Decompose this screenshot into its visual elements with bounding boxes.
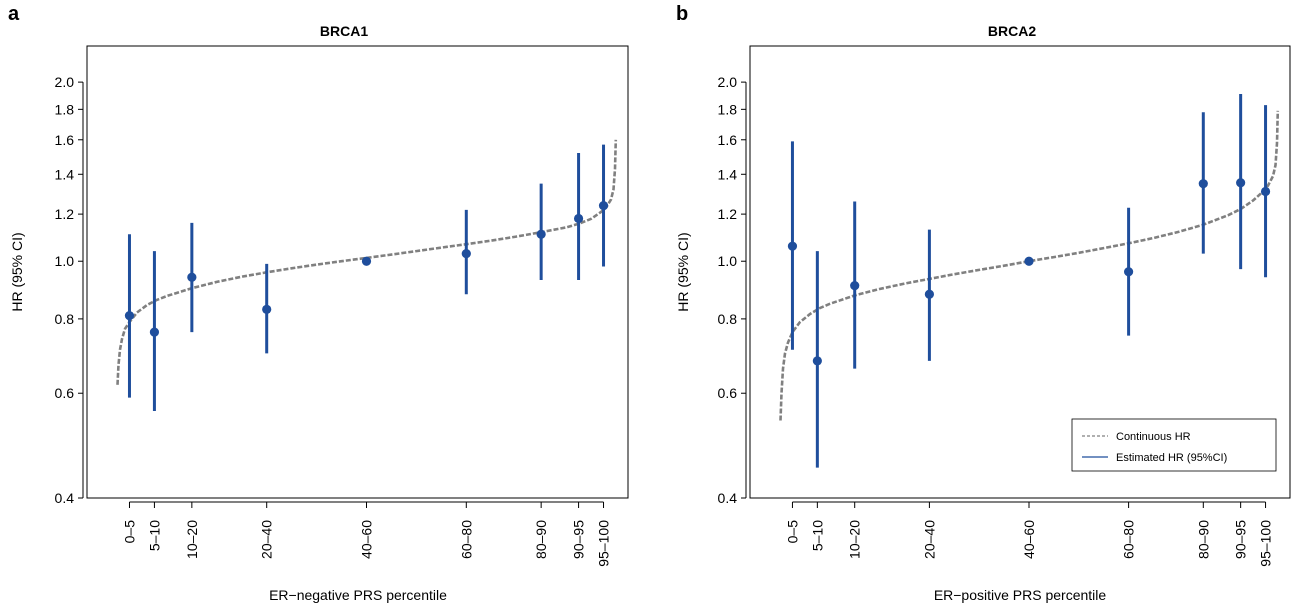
y-tick-label-brca2: 1.2: [718, 206, 738, 222]
x-axis-brca2: 0–5 5–10 10–20 20–40 40–60 60–80 80–90 90–95 95–…: [784, 501, 1274, 567]
plot-frame-brca2: [749, 45, 1291, 499]
hr-point-brca1: [262, 304, 272, 314]
x-tick-label-brca2: 5–10: [809, 520, 825, 551]
x-tick-label-brca1: 60–80: [458, 520, 474, 559]
x-tick-label-brca1: 80–90: [533, 520, 549, 559]
continuous-hr-line-brca2: [779, 110, 1280, 421]
y-tick-label-brca2: 1.0: [718, 253, 738, 269]
legend-box: [1071, 418, 1277, 472]
x-tick-label-brca1: 90–95: [571, 520, 587, 559]
legend-entry-continuous: Continuous HR: [1116, 431, 1191, 443]
y-axis-label-brca2: HR (95% CI): [675, 232, 691, 311]
panel-brca2: b BRCA2 0.4 0.6 0.8 1.0 1.2 1.4 1.6 1.8 2.0 0–5 5…: [675, 3, 1291, 603]
x-tick-label-brca2: 0–5: [784, 520, 800, 544]
panel-brca1: a BRCA1 0.4 0.6 0.8 1.0 1.2 1.4 1.6 1.8 2.0 0–5 5…: [8, 3, 629, 603]
hr-point-brca1: [187, 272, 197, 282]
y-tick-label-brca1: 1.2: [55, 206, 75, 222]
x-tick-label-brca2: 40–60: [1021, 520, 1037, 559]
x-tick-label-brca2: 90–95: [1233, 520, 1249, 559]
y-tick-label-brca1: 0.4: [55, 490, 75, 506]
x-tick-label-brca2: 20–40: [921, 520, 937, 559]
y-axis-brca1: 0.4 0.6 0.8 1.0 1.2 1.4 1.6 1.8 2.0: [55, 74, 84, 506]
hr-point-brca2: [1198, 179, 1208, 189]
panel-label-a: a: [8, 3, 20, 25]
hr-point-brca2: [1024, 256, 1034, 266]
y-tick-label-brca1: 0.8: [55, 311, 75, 327]
y-tick-label-brca1: 2.0: [55, 74, 75, 90]
y-tick-label-brca2: 0.6: [718, 385, 738, 401]
estimated-hr-markers-brca2: [787, 94, 1271, 468]
x-tick-label-brca2: 10–20: [847, 520, 863, 559]
hr-point-brca1: [149, 327, 160, 337]
hr-point-brca1: [361, 256, 372, 266]
x-tick-label-brca1: 20–40: [259, 520, 275, 559]
y-tick-label-brca2: 1.4: [718, 166, 738, 182]
x-tick-label-brca1: 10–20: [184, 520, 200, 559]
x-axis-label-brca2: ER−positive PRS percentile: [934, 587, 1107, 603]
y-tick-label-brca2: 0.4: [718, 490, 738, 506]
continuous-hr-curve-brca2: [779, 110, 1280, 421]
x-axis-brca1: 0–5 5–10 10–20 20–40 40–60 60–80 80–90 90–95 95–…: [121, 501, 612, 567]
y-tick-label-brca2: 1.8: [718, 101, 738, 117]
hr-point-brca2: [1260, 186, 1271, 197]
hr-point-brca1: [536, 229, 546, 239]
y-tick-label-brca2: 1.6: [718, 132, 738, 148]
y-tick-label-brca1: 1.0: [55, 253, 75, 269]
hr-point-brca2: [812, 356, 822, 366]
hr-point-brca2: [1124, 267, 1134, 277]
hr-point-brca1: [461, 248, 471, 259]
plot-frame-brca1: [86, 45, 629, 499]
y-tick-label-brca1: 1.8: [55, 101, 75, 117]
x-tick-label-brca2: 95–100: [1258, 520, 1274, 567]
x-axis-label-brca1: ER−negative PRS percentile: [269, 587, 447, 603]
hr-point-brca2: [924, 289, 935, 299]
hr-point-brca1: [573, 213, 584, 224]
x-tick-label-brca2: 60–80: [1121, 520, 1137, 559]
x-tick-label-brca2: 80–90: [1195, 520, 1211, 559]
x-tick-label-brca1: 0–5: [121, 520, 137, 544]
x-tick-label-brca1: 95–100: [596, 520, 612, 567]
y-tick-label-brca1: 1.4: [55, 166, 75, 182]
y-tick-label-brca2: 0.8: [718, 311, 738, 327]
chart-title-brca2: BRCA2: [988, 23, 1036, 39]
y-tick-label-brca1: 0.6: [55, 385, 75, 401]
legend-entry-estimated: Estimated HR (95%CI): [1116, 452, 1227, 464]
y-tick-label-brca2: 2.0: [718, 74, 738, 90]
hr-point-brca2: [787, 241, 798, 251]
y-axis-brca2: 0.4 0.6 0.8 1.0 1.2 1.4 1.6 1.8 2.0: [718, 74, 747, 506]
estimated-hr-markers-brca1: [124, 144, 609, 412]
panel-label-b: b: [676, 3, 688, 25]
chart-title-brca1: BRCA1: [320, 23, 368, 39]
hr-point-brca2: [1236, 178, 1246, 188]
hr-point-brca2: [850, 280, 860, 291]
x-tick-label-brca1: 40–60: [359, 520, 375, 559]
hr-point-brca1: [598, 201, 609, 211]
x-tick-label-brca1: 5–10: [146, 520, 162, 551]
hr-point-brca1: [124, 311, 135, 321]
y-tick-label-brca1: 1.6: [55, 132, 75, 148]
y-axis-label-brca1: HR (95% CI): [9, 232, 25, 311]
legend: Continuous HR Estimated HR (95%CI): [1071, 418, 1277, 472]
